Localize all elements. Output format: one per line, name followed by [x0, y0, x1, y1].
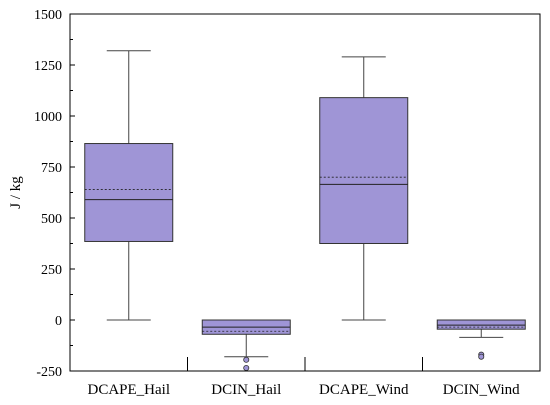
box-body — [436, 319, 526, 330]
y-tick-label: 1000 — [34, 110, 62, 125]
box-body — [84, 143, 174, 242]
box-dcape-hail — [84, 50, 174, 321]
y-tick-label: -250 — [36, 365, 62, 380]
y-tick-label: 250 — [41, 263, 62, 278]
box-dcape-wind — [319, 56, 409, 321]
x-category-label: DCIN_Hail — [211, 382, 281, 398]
y-axis-label: J / kg — [8, 176, 24, 209]
y-tick-label: 1500 — [34, 8, 62, 23]
y-tick-label: 0 — [55, 314, 62, 329]
outlier-point — [478, 353, 485, 360]
y-tick-label: 500 — [41, 212, 62, 227]
y-tick-label: 1250 — [34, 59, 62, 74]
x-category-label: DCIN_Wind — [443, 382, 520, 398]
box-dcin-wind — [436, 319, 526, 360]
y-tick-label: 750 — [41, 161, 62, 176]
outlier-point — [243, 364, 250, 371]
x-category-label: DCAPE_Wind — [319, 382, 409, 398]
x-category-label: DCAPE_Hail — [88, 382, 171, 398]
box-dcin-hail — [201, 319, 291, 371]
outlier-point — [243, 356, 250, 363]
box-body — [319, 97, 409, 244]
